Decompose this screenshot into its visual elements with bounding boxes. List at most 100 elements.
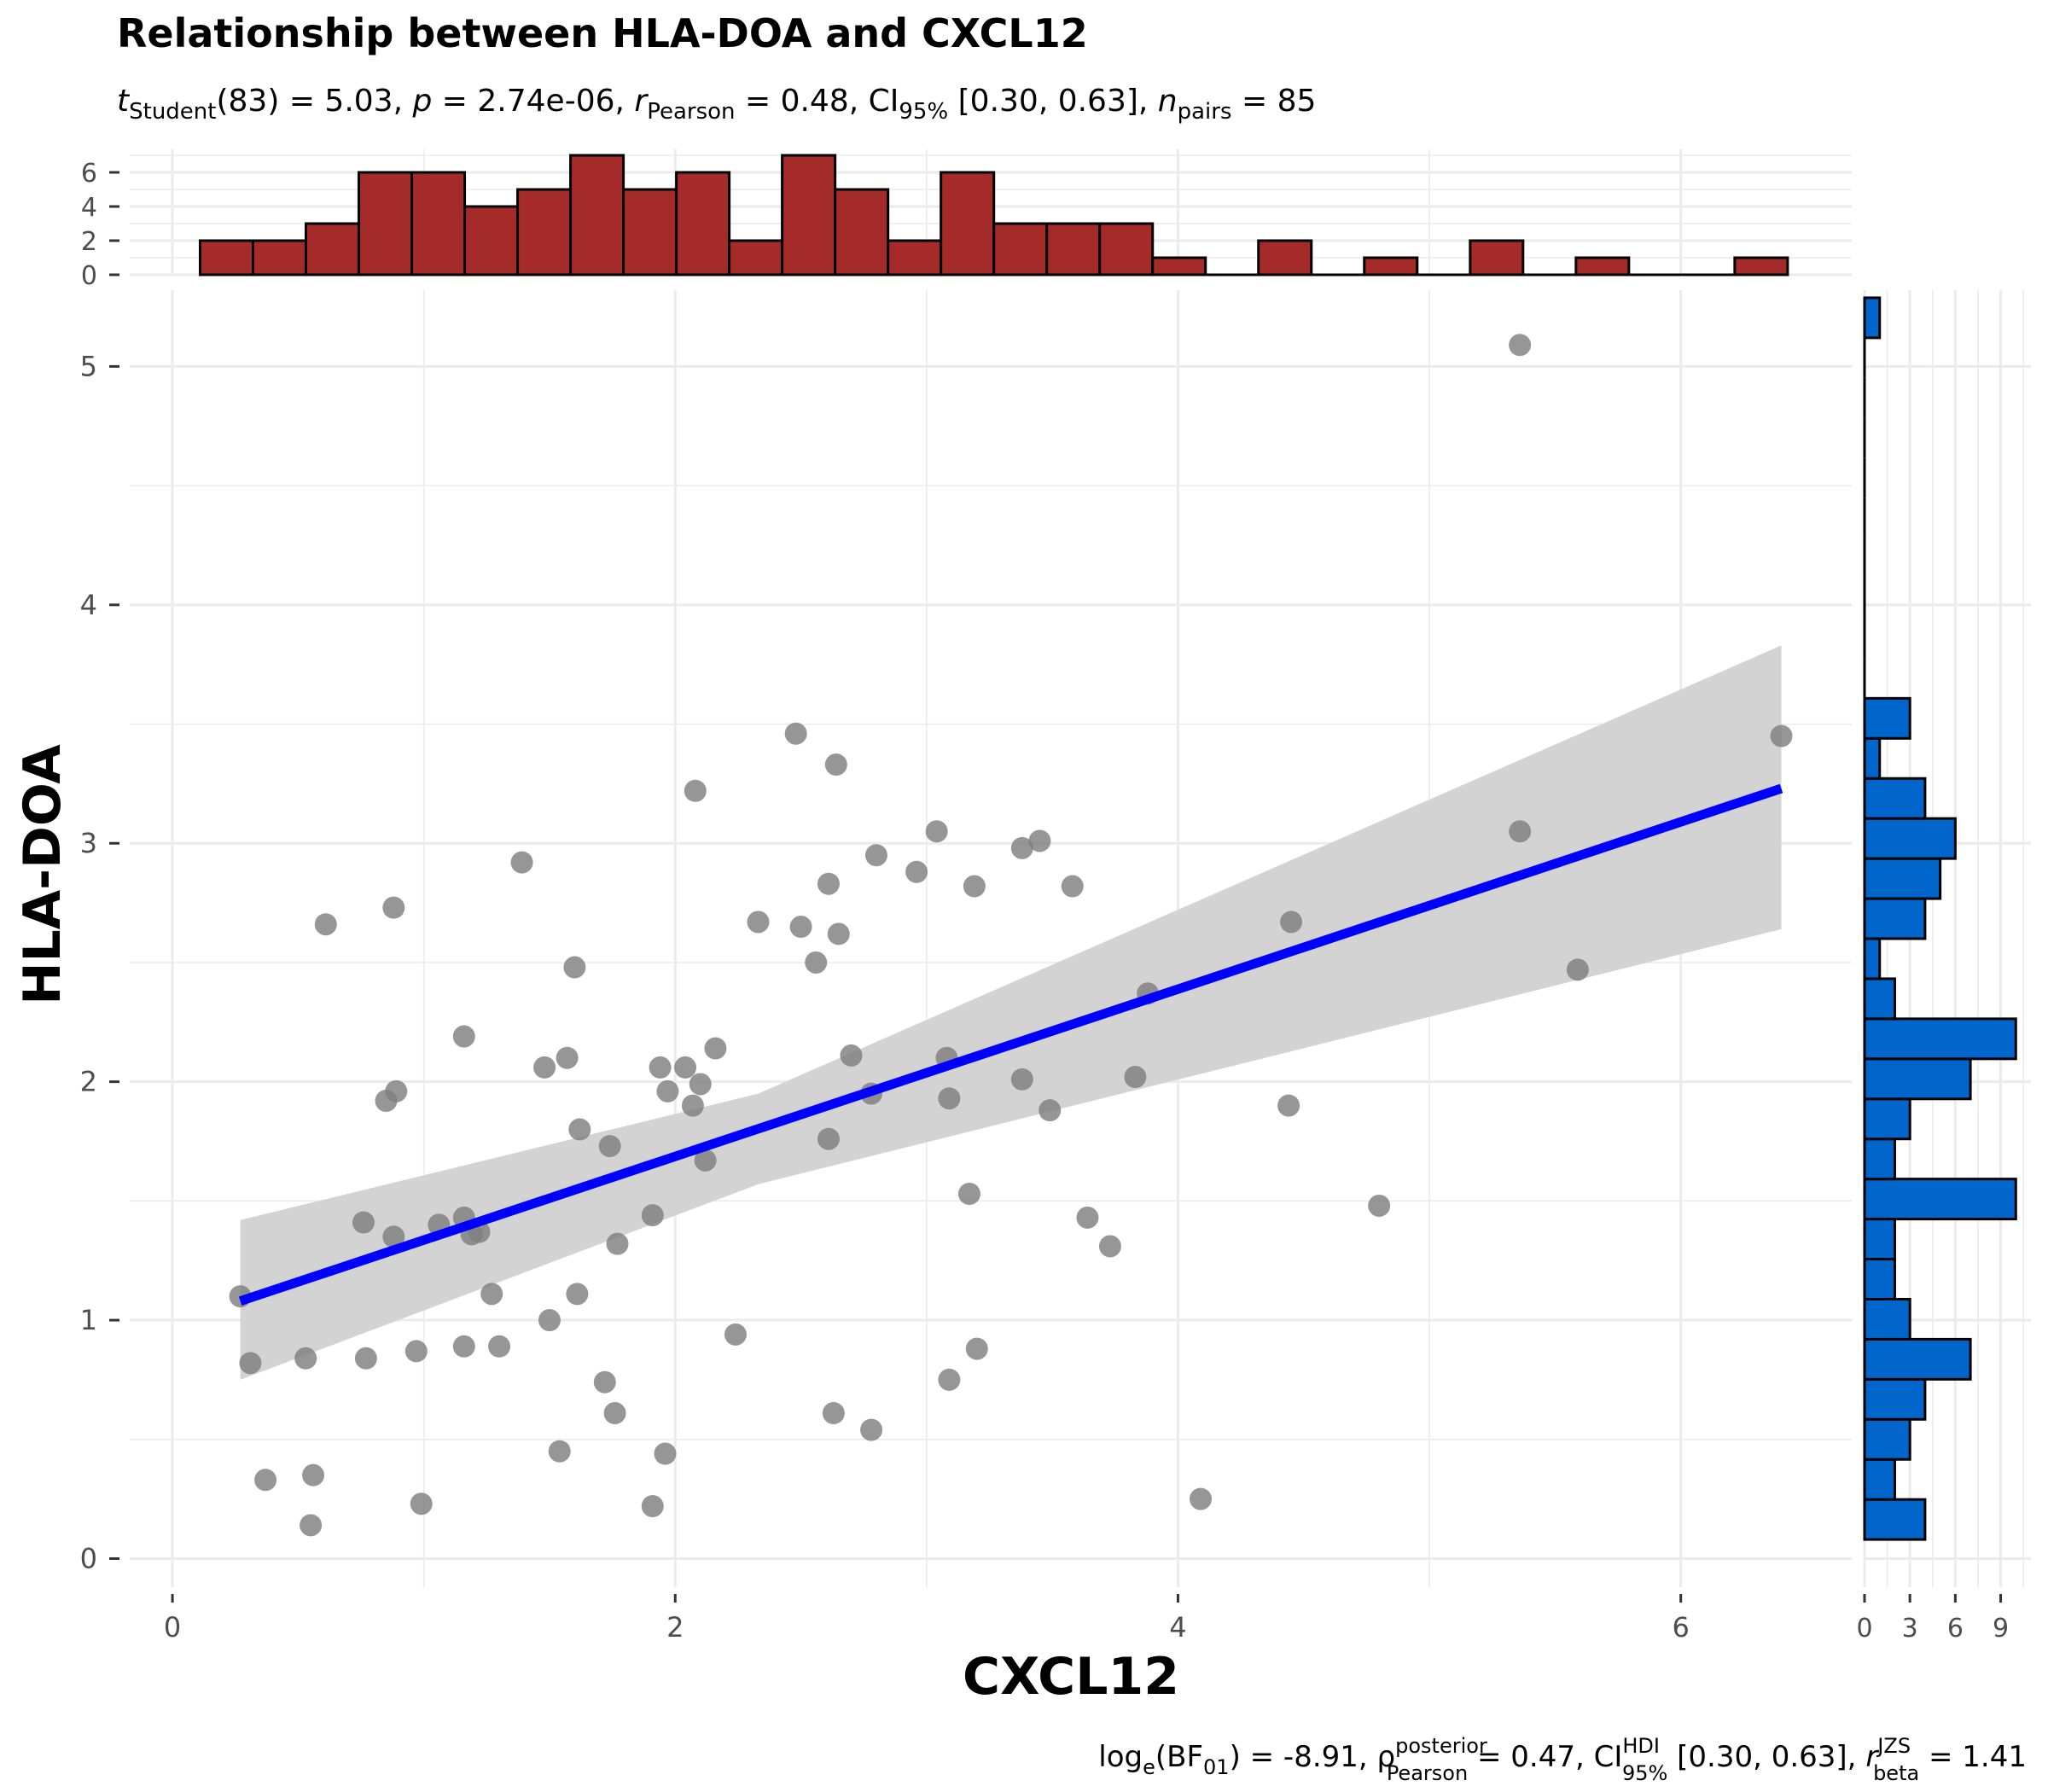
scatter-point bbox=[1770, 724, 1793, 748]
caption-rho-sup: posterior bbox=[1395, 1734, 1487, 1758]
scatter-point bbox=[817, 872, 840, 895]
x-hist-bar bbox=[569, 154, 625, 276]
x-hist-bar bbox=[1151, 256, 1207, 276]
y-hist-bar bbox=[1863, 977, 1896, 1021]
scatter-point bbox=[1124, 1066, 1147, 1089]
x-hist-bar bbox=[992, 222, 1049, 276]
y-hist-bar bbox=[1863, 296, 1882, 340]
right-hist-tick-label: 0 bbox=[1856, 1614, 1872, 1644]
y-hist-bar bbox=[1863, 1457, 1896, 1501]
caption-rho-value: = 0.47, CI bbox=[1468, 1740, 1622, 1774]
caption-bf-sub: 01 bbox=[1203, 1755, 1230, 1779]
x-hist-bar bbox=[940, 171, 996, 276]
caption-r: r bbox=[1865, 1740, 1879, 1774]
chart-subtitle: tStudent(83) = 5.03, p = 2.74e-06, rPear… bbox=[117, 84, 1316, 125]
scatter-point bbox=[556, 1046, 579, 1069]
scatter-point bbox=[603, 1402, 626, 1425]
scatter-point bbox=[1277, 1094, 1300, 1117]
x-hist-bar bbox=[1045, 222, 1102, 276]
subtitle-t-sub: Student bbox=[129, 99, 216, 125]
scatter-point bbox=[824, 753, 847, 777]
scatter-point bbox=[1368, 1194, 1391, 1217]
scatter-point bbox=[649, 1056, 672, 1079]
scatter-point bbox=[352, 1211, 375, 1234]
y-hist-bar bbox=[1863, 736, 1882, 780]
scatter-point bbox=[538, 1309, 561, 1332]
scatter-point bbox=[452, 1335, 475, 1358]
x-hist-bar bbox=[834, 188, 890, 276]
caption-bf-value: ) = -8.91, bbox=[1230, 1740, 1377, 1774]
x-hist-bar bbox=[410, 171, 467, 276]
y-hist-bar bbox=[1863, 1417, 1911, 1461]
caption-rho: ρ bbox=[1377, 1740, 1396, 1774]
y-hist-bar bbox=[1863, 1297, 1911, 1341]
y-hist-bar bbox=[1863, 1057, 1972, 1101]
scatter-point bbox=[694, 1149, 717, 1172]
scatter-point bbox=[641, 1495, 664, 1517]
y-hist-bar bbox=[1863, 777, 1927, 820]
chart-caption: loge(BF01) = -8.91, ρposterior Pearson = … bbox=[1098, 1734, 2027, 1785]
scatter-point bbox=[747, 911, 770, 934]
x-hist-bar bbox=[622, 188, 678, 276]
subtitle-df: (83) = 5.03, bbox=[216, 84, 412, 119]
scatter-point bbox=[566, 1283, 589, 1306]
y-hist-bar bbox=[1863, 1097, 1911, 1141]
scatter-point bbox=[674, 1056, 697, 1079]
y-tick-label: 4 bbox=[80, 589, 97, 621]
y-hist-bar bbox=[1863, 1017, 2017, 1061]
regression-line bbox=[238, 783, 1783, 1306]
regression-line-path bbox=[238, 783, 1783, 1306]
y-hist-bar bbox=[1863, 1377, 1927, 1421]
confidence-band bbox=[240, 645, 1782, 1380]
y-hist-bar bbox=[1863, 1137, 1896, 1181]
scatter-point bbox=[784, 722, 807, 745]
subtitle-r-sub: Pearson bbox=[647, 99, 735, 125]
scatter-point bbox=[563, 956, 586, 979]
scatter-point bbox=[533, 1056, 556, 1079]
caption-r-sub: beta bbox=[1873, 1761, 1919, 1785]
scatter-point bbox=[294, 1347, 317, 1370]
x-tick-label: 4 bbox=[1169, 1611, 1186, 1644]
chart-title: Relationship between HLA-DOA and CXCL12 bbox=[117, 10, 1088, 56]
y-hist-bar bbox=[1863, 817, 1957, 860]
y-hist-bar bbox=[1863, 1218, 1896, 1261]
y-hist-bar bbox=[1863, 897, 1927, 940]
scatter-point bbox=[963, 875, 986, 898]
subtitle-r-value: = 0.48, CI bbox=[736, 84, 899, 119]
caption-rho-sub: Pearson bbox=[1387, 1761, 1468, 1785]
caption-ci-sub: 95% bbox=[1622, 1761, 1667, 1785]
x-hist-bar bbox=[252, 239, 308, 276]
scatter-point bbox=[488, 1335, 511, 1358]
right-hist-tick-label: 9 bbox=[1993, 1614, 2009, 1644]
x-tick-label: 0 bbox=[164, 1611, 181, 1644]
x-hist-bar bbox=[675, 171, 731, 276]
scatter-point bbox=[684, 779, 707, 802]
scatter-point bbox=[1280, 911, 1303, 934]
x-hist-bar bbox=[1363, 256, 1419, 276]
top-hist-tick-label: 4 bbox=[81, 193, 97, 223]
x-axis-label: CXCL12 bbox=[963, 1647, 1179, 1707]
x-hist-bar bbox=[1098, 222, 1155, 276]
caption-ci-sup: HDI bbox=[1622, 1734, 1660, 1758]
y-hist-bar bbox=[1863, 696, 1911, 740]
x-hist-bar bbox=[1574, 256, 1631, 276]
scatter-point bbox=[1061, 875, 1084, 898]
scatter-point bbox=[302, 1463, 325, 1487]
subtitle-n: n bbox=[1158, 84, 1178, 119]
top-hist-tick-label: 6 bbox=[81, 159, 97, 189]
x-hist-bar bbox=[198, 239, 255, 276]
scatter-point bbox=[354, 1347, 377, 1370]
y-hist-bar bbox=[1863, 937, 1882, 980]
scatter-point bbox=[568, 1118, 591, 1141]
scatter-point bbox=[789, 916, 812, 939]
y-tick-label: 3 bbox=[80, 827, 97, 859]
scatter-point bbox=[860, 1418, 883, 1441]
scatter-point bbox=[452, 1025, 475, 1048]
subtitle-p-value: = 2.74e-06, bbox=[432, 84, 634, 119]
top-hist-tick-label: 2 bbox=[81, 227, 97, 257]
x-hist-bar bbox=[1733, 256, 1789, 276]
caption-r-value: = 1.41 bbox=[1919, 1740, 2027, 1774]
scatter-point bbox=[606, 1232, 629, 1255]
